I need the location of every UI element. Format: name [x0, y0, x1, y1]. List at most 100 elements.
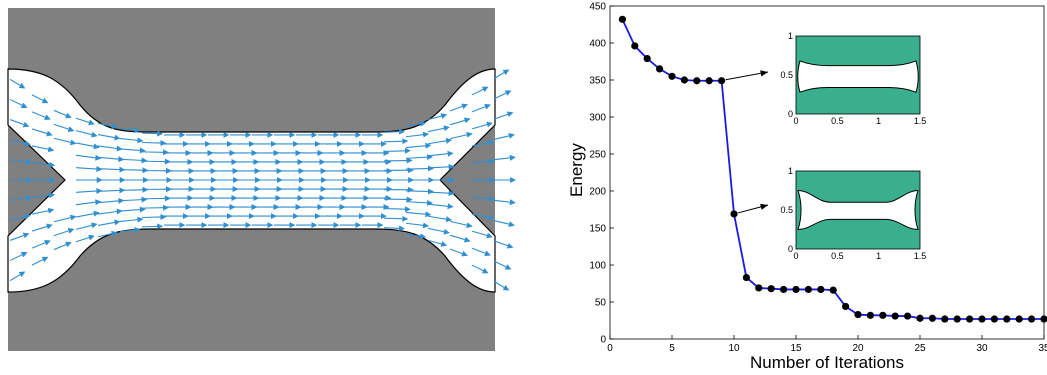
velocity-arrow — [471, 195, 496, 202]
velocity-arrow — [471, 86, 489, 96]
velocity-arrow — [31, 239, 51, 249]
velocity-arrow — [449, 220, 473, 229]
energy-point — [668, 72, 676, 80]
velocity-arrow — [75, 117, 95, 126]
energy-point — [829, 286, 837, 294]
velocity-arrow — [141, 204, 170, 211]
energy-point — [1003, 315, 1011, 323]
y-tick-label: 450 — [589, 2, 606, 13]
velocity-arrow — [97, 208, 123, 215]
energy-point — [705, 77, 713, 85]
energy-point — [966, 315, 974, 323]
energy-point — [879, 311, 887, 319]
inset-x-tick-label: 1 — [876, 116, 881, 126]
velocity-arrow — [493, 260, 512, 270]
inset-x-tick-label: 1.5 — [914, 251, 927, 261]
chart-axes: 0 5 10 15 20 25 30 3505010015020025030035040045… — [589, 2, 1047, 355]
velocity-arrow — [9, 98, 28, 108]
inset-x-tick-label: 0.5 — [831, 251, 844, 261]
energy-point — [680, 76, 688, 84]
energy-point — [780, 285, 788, 294]
velocity-arrow — [141, 149, 170, 156]
inset-pointer-arrowhead — [760, 203, 768, 210]
velocity-arrow — [427, 203, 454, 210]
inset-x-tick-label: 1 — [876, 251, 881, 261]
velocity-arrow — [427, 227, 450, 235]
velocity-arrow — [471, 121, 493, 130]
inset-pointer-arrowhead — [760, 70, 768, 77]
velocity-arrow — [405, 131, 430, 138]
x-tick-label: 10 — [728, 343, 740, 354]
velocity-arrow — [31, 223, 53, 232]
velocity-arrow — [9, 271, 26, 282]
velocity-arrows — [9, 69, 517, 291]
y-tick-label: 300 — [589, 113, 606, 124]
energy-point — [1028, 315, 1036, 323]
energy-point — [904, 312, 912, 320]
shape-inset: 0 0.5 1 1.5 0 0.5 1 — [737, 166, 927, 261]
energy-point — [941, 315, 949, 323]
velocity-arrow — [493, 69, 510, 80]
velocity-arrow — [383, 225, 406, 232]
inset-x-tick-label: 0.5 — [831, 116, 844, 126]
velocity-arrow — [9, 232, 30, 241]
velocity-arrow — [119, 206, 146, 213]
y-tick-label: 100 — [589, 261, 606, 272]
energy-point — [804, 285, 812, 294]
flow-field-panel — [7, 8, 517, 351]
velocity-arrow — [9, 158, 32, 165]
energy-point — [1015, 315, 1023, 323]
velocity-arrow — [471, 158, 496, 165]
velocity-arrow — [383, 206, 411, 213]
inset-y-tick-label: 0.5 — [780, 70, 793, 80]
velocity-arrow — [9, 78, 26, 89]
y-tick-label: 400 — [589, 39, 606, 50]
velocity-arrow — [119, 137, 144, 144]
x-tick-label: 20 — [852, 343, 864, 354]
velocity-arrow — [75, 165, 103, 172]
velocity-arrow — [493, 220, 515, 228]
chart-insets: 0 0.5 1 1.5 0 0.5 1 0 0.5 1 1.5 0 0.5 1 — [725, 31, 927, 261]
velocity-arrow — [141, 213, 167, 220]
plot-frame — [609, 5, 1045, 340]
velocity-arrow — [141, 130, 164, 137]
velocity-arrow — [9, 139, 31, 147]
velocity-arrow — [31, 145, 55, 153]
velocity-arrow — [383, 215, 409, 222]
energy-point — [953, 315, 961, 323]
velocity-arrow — [119, 157, 148, 164]
energy-point — [990, 315, 998, 323]
energy-point — [730, 210, 738, 218]
velocity-arrow — [31, 192, 56, 199]
inset-x-tick-label: 1.5 — [914, 116, 927, 126]
velocity-arrow — [405, 211, 432, 218]
velocity-arrow — [471, 139, 495, 147]
y-tick-label: 250 — [589, 150, 606, 161]
velocity-arrow — [493, 132, 515, 140]
velocity-arrow — [53, 123, 75, 133]
energy-point — [643, 54, 651, 63]
velocity-arrow — [31, 94, 49, 104]
velocity-arrow — [97, 145, 123, 152]
velocity-arrow — [97, 219, 121, 226]
velocity-arrow — [449, 248, 468, 257]
velocity-arrow — [75, 234, 95, 243]
velocity-arrow — [53, 227, 75, 237]
velocity-arrow — [53, 214, 77, 223]
inset-x-tick-label: 0 — [793, 251, 798, 261]
velocity-arrow — [471, 103, 491, 113]
velocity-arrow — [405, 120, 427, 127]
energy-point — [978, 315, 986, 323]
velocity-arrow — [427, 113, 448, 121]
y-tick-label: 200 — [589, 187, 606, 198]
velocity-arrow — [75, 154, 102, 161]
velocity-arrow — [493, 154, 516, 161]
velocity-arrow — [9, 195, 32, 202]
energy-point — [792, 285, 800, 294]
velocity-arrow — [493, 280, 510, 291]
energy-point — [767, 285, 775, 293]
energy-point — [755, 284, 763, 292]
velocity-arrow — [449, 117, 471, 126]
inset-y-tick-label: 1 — [788, 31, 793, 41]
x-tick-label: 15 — [790, 343, 802, 354]
